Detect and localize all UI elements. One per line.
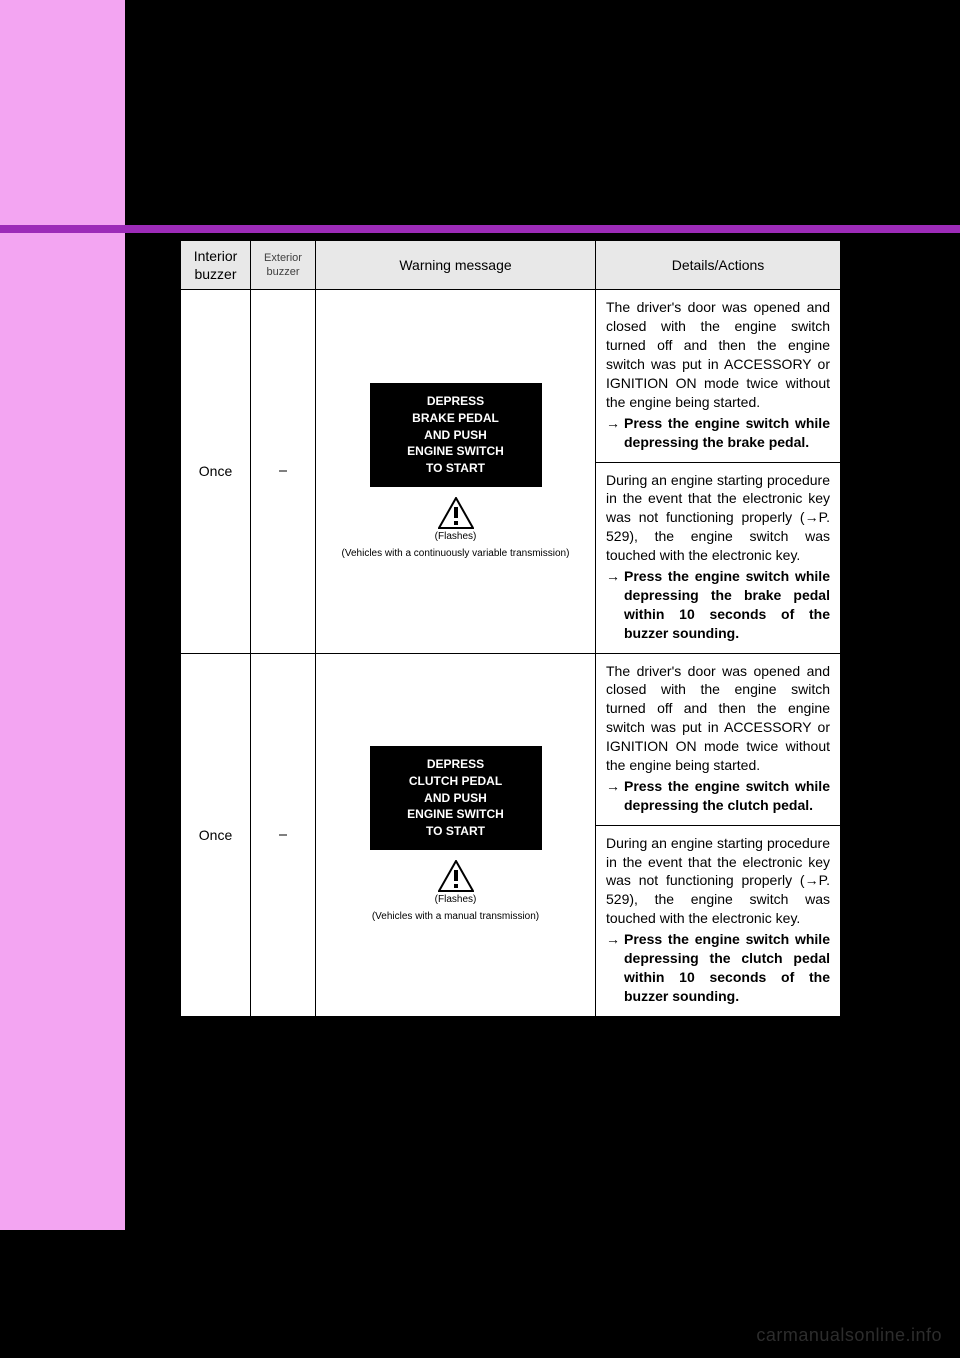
- table-row: Once ⎯ DEPRESS CLUTCH PEDAL AND PUSH ENG…: [181, 653, 841, 825]
- display-line: AND PUSH: [376, 427, 536, 444]
- col-interior-buzzer: Interior buzzer: [181, 241, 251, 290]
- display-line: TO START: [376, 823, 536, 840]
- section-purple-bar: [0, 225, 960, 233]
- master-warning-icon: [438, 497, 474, 529]
- flashes-label: (Flashes): [324, 894, 587, 906]
- action-row: → Press the engine switch while depressi…: [606, 930, 830, 1006]
- details-cell: The driver's door was opened and closed …: [596, 653, 841, 825]
- details-body: The driver's door was opened and closed …: [606, 298, 830, 411]
- action-text: Press the engine switch while depressing…: [624, 567, 830, 643]
- interior-buzzer-value: Once: [181, 290, 251, 653]
- arrow-icon: →: [606, 567, 624, 643]
- action-row: → Press the engine switch while depressi…: [606, 414, 830, 452]
- action-row: → Press the engine switch while depressi…: [606, 777, 830, 815]
- dashboard-display: DEPRESS BRAKE PEDAL AND PUSH ENGINE SWIT…: [370, 383, 542, 487]
- details-cell: During an engine starting procedure in t…: [596, 462, 841, 653]
- details-cell: The driver's door was opened and closed …: [596, 290, 841, 462]
- display-line: CLUTCH PEDAL: [376, 773, 536, 790]
- display-line: ENGINE SWITCH: [376, 806, 536, 823]
- col-warning-message: Warning message: [316, 241, 596, 290]
- vehicle-note: (Vehicles with a continuously variable t…: [324, 547, 587, 560]
- display-line: BRAKE PEDAL: [376, 410, 536, 427]
- display-line: DEPRESS: [376, 393, 536, 410]
- vehicle-note: (Vehicles with a manual transmission): [324, 910, 587, 923]
- details-body: During an engine starting procedure in t…: [606, 834, 830, 928]
- display-line: AND PUSH: [376, 790, 536, 807]
- arrow-icon: →: [606, 777, 624, 815]
- interior-buzzer-value: Once: [181, 653, 251, 1016]
- display-line: ENGINE SWITCH: [376, 443, 536, 460]
- side-pink-strip: [0, 0, 125, 1230]
- exterior-buzzer-value: ⎯: [251, 653, 316, 1016]
- dashboard-display: DEPRESS CLUTCH PEDAL AND PUSH ENGINE SWI…: [370, 746, 542, 850]
- warning-table-wrap: Interior buzzer Exterior buzzer Warning …: [180, 240, 840, 1017]
- warning-message-cell: DEPRESS CLUTCH PEDAL AND PUSH ENGINE SWI…: [316, 653, 596, 1016]
- action-text: Press the engine switch while depressing…: [624, 414, 830, 452]
- details-cell: During an engine starting procedure in t…: [596, 825, 841, 1016]
- action-row: → Press the engine switch while depressi…: [606, 567, 830, 643]
- watermark-text: carmanualsonline.info: [756, 1325, 942, 1346]
- action-text: Press the engine switch while depressing…: [624, 777, 830, 815]
- details-body: During an engine starting procedure in t…: [606, 471, 830, 565]
- details-body: The driver's door was opened and closed …: [606, 662, 830, 775]
- table-row: Once ⎯ DEPRESS BRAKE PEDAL AND PUSH ENGI…: [181, 290, 841, 462]
- col-exterior-buzzer: Exterior buzzer: [251, 241, 316, 290]
- arrow-icon: →: [606, 414, 624, 452]
- arrow-icon: →: [606, 930, 624, 1006]
- display-line: DEPRESS: [376, 756, 536, 773]
- master-warning-icon: [438, 860, 474, 892]
- exterior-buzzer-value: ⎯: [251, 290, 316, 653]
- action-text: Press the engine switch while depressing…: [624, 930, 830, 1006]
- warning-table: Interior buzzer Exterior buzzer Warning …: [180, 240, 841, 1017]
- display-line: TO START: [376, 460, 536, 477]
- warning-message-cell: DEPRESS BRAKE PEDAL AND PUSH ENGINE SWIT…: [316, 290, 596, 653]
- flashes-label: (Flashes): [324, 531, 587, 543]
- col-details-actions: Details/Actions: [596, 241, 841, 290]
- table-header-row: Interior buzzer Exterior buzzer Warning …: [181, 241, 841, 290]
